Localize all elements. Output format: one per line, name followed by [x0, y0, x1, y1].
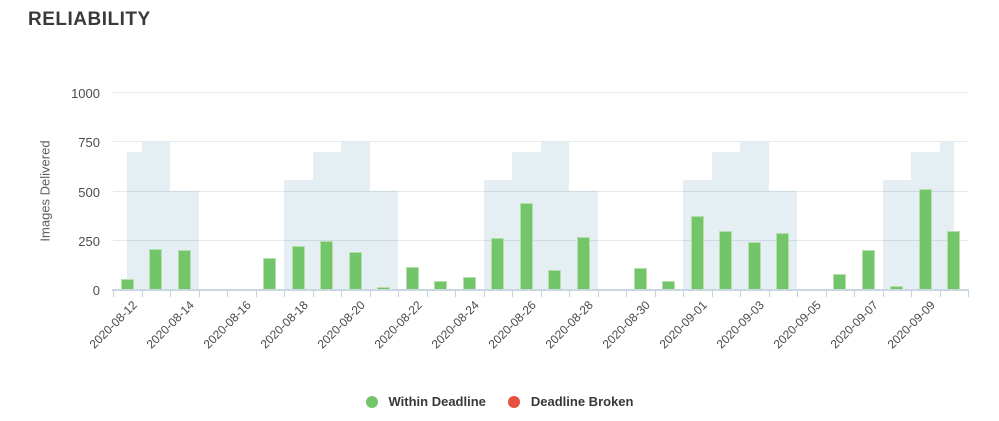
bar-within-deadline-2020-08-31[interactable]	[662, 281, 676, 290]
bar-within-deadline-2020-09-01[interactable]	[690, 216, 704, 290]
bar-within-deadline-2020-09-02[interactable]	[719, 230, 733, 290]
bar-within-deadline-2020-08-30[interactable]	[633, 268, 647, 290]
x-axis-tick	[740, 291, 741, 297]
x-axis-tick	[540, 291, 542, 297]
bar-within-deadline-2020-08-13[interactable]	[149, 248, 163, 290]
bar-within-deadline-2020-09-04[interactable]	[776, 232, 790, 290]
bar-within-deadline-2020-08-23[interactable]	[434, 281, 448, 290]
y-axis-label-0: 0	[92, 283, 100, 298]
gridline-500	[113, 190, 968, 192]
x-axis-tick	[882, 291, 884, 297]
background-band-segment	[882, 179, 911, 290]
x-axis-tick	[426, 291, 428, 297]
x-axis-tick	[227, 291, 228, 297]
bar-within-deadline-2020-08-17[interactable]	[263, 258, 277, 290]
y-axis-label-250: 250	[78, 233, 100, 249]
legend-label-deadline-broken: Deadline Broken	[530, 394, 634, 409]
bar-within-deadline-2020-08-21[interactable]	[377, 287, 391, 290]
x-axis-tick	[398, 291, 399, 297]
x-axis-tick	[483, 291, 485, 297]
gridline-1000	[113, 92, 968, 93]
x-axis-tick	[911, 291, 912, 297]
x-axis-tick	[968, 291, 969, 297]
x-axis-tick	[284, 291, 285, 297]
bar-within-deadline-2020-09-08[interactable]	[890, 286, 904, 290]
bar-within-deadline-2020-08-25[interactable]	[491, 237, 505, 290]
background-band-segment	[127, 152, 142, 290]
x-axis-tick	[170, 291, 171, 297]
bar-within-deadline-2020-08-26[interactable]	[519, 203, 533, 290]
x-axis-tick	[597, 291, 599, 297]
bar-within-deadline-2020-08-28[interactable]	[576, 236, 590, 290]
y-axis-label-750: 750	[78, 135, 100, 151]
deadline-broken-swatch	[507, 395, 520, 408]
legend: Within Deadline Deadline Broken	[0, 394, 999, 409]
bar-within-deadline-2020-09-03[interactable]	[747, 241, 761, 290]
bar-within-deadline-2020-08-19[interactable]	[320, 240, 334, 290]
x-axis-tick	[711, 291, 713, 297]
background-band-segment	[369, 190, 398, 290]
bar-within-deadline-2020-08-20[interactable]	[348, 251, 362, 290]
page-title: RELIABILITY	[28, 9, 151, 30]
legend-item-within-deadline: Within Deadline	[365, 394, 486, 409]
x-axis-tick	[198, 291, 200, 297]
x-axis-tick	[113, 291, 114, 297]
bar-within-deadline-2020-08-22[interactable]	[405, 267, 419, 290]
bar-within-deadline-2020-09-06[interactable]	[833, 274, 847, 290]
plot-area: 2020-08-12 2020-08-14 2020-08-16 2020-08-18…	[87, 92, 969, 351]
bar-within-deadline-2020-08-24[interactable]	[462, 277, 476, 290]
x-axis-tick	[768, 291, 770, 297]
x-axis-line	[112, 289, 969, 291]
x-axis-tick	[255, 291, 257, 297]
y-axis-label-500: 500	[78, 184, 100, 200]
y-axis-label-1000: 1000	[71, 86, 100, 101]
legend-label-within-deadline: Within Deadline	[388, 394, 486, 409]
bar-within-deadline-2020-09-07[interactable]	[861, 249, 875, 290]
bar-within-deadline-2020-08-18[interactable]	[291, 245, 305, 290]
x-axis-tick	[141, 291, 143, 297]
bar-within-deadline-2020-08-12[interactable]	[120, 279, 134, 290]
x-axis-tick	[455, 291, 456, 297]
x-axis-tick	[626, 291, 627, 297]
within-deadline-swatch	[365, 395, 378, 408]
x-axis-tick	[939, 291, 941, 297]
x-axis-tick	[569, 291, 570, 297]
x-axis-tick	[854, 291, 855, 297]
x-axis-tick	[825, 291, 827, 297]
x-axis-tick	[312, 291, 314, 297]
gridline-250	[113, 239, 968, 241]
bar-within-deadline-2020-09-09[interactable]	[918, 188, 932, 290]
x-axis-tick	[797, 291, 798, 297]
background-band-segment	[540, 142, 569, 290]
x-axis-tick	[654, 291, 656, 297]
bar-within-deadline-2020-08-14[interactable]	[177, 249, 191, 290]
x-axis-tick	[683, 291, 684, 297]
bar-within-deadline-2020-09-10[interactable]	[947, 230, 961, 290]
x-axis-tick	[512, 291, 513, 297]
x-axis-tick	[341, 291, 342, 297]
x-axis-tick	[369, 291, 371, 297]
legend-item-deadline-broken: Deadline Broken	[507, 394, 634, 409]
bar-within-deadline-2020-08-27[interactable]	[548, 270, 562, 290]
gridline-750	[113, 141, 968, 143]
